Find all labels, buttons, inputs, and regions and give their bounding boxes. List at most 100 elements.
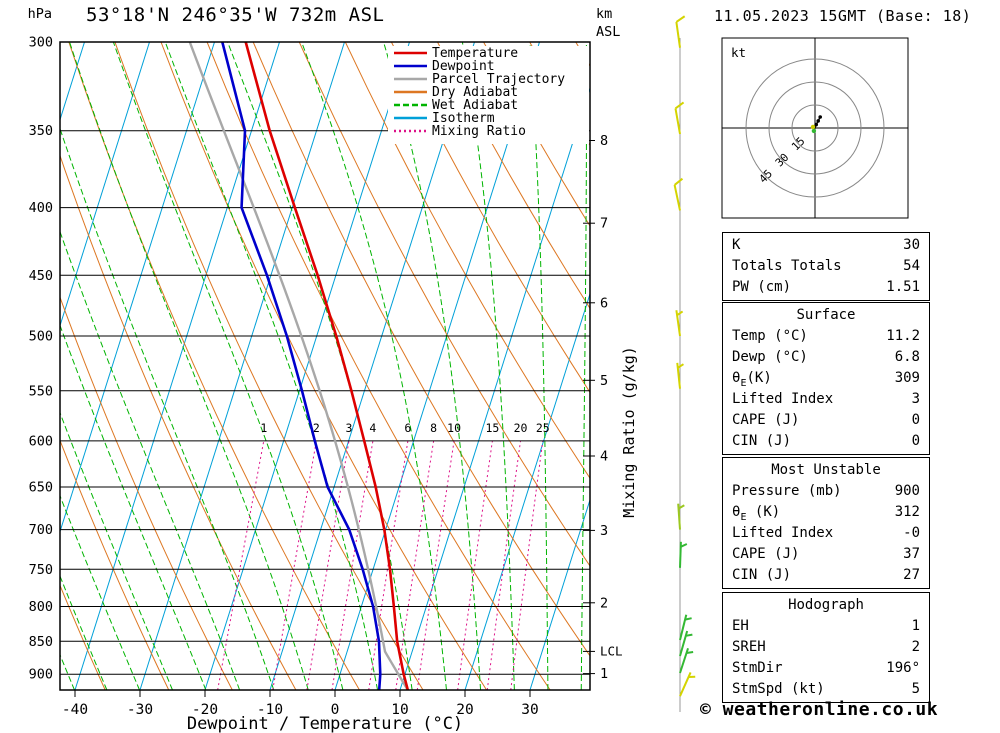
- panel-surface-row-cin-j: CIN (J) 0: [723, 431, 929, 452]
- pressure-tick-label: 700: [29, 522, 53, 538]
- panel-surface-row-temp-c: Temp (°C) 11.2: [723, 326, 929, 347]
- mixing-ratio-line: [217, 440, 265, 690]
- wind-barb: [679, 672, 696, 697]
- isotherm-line: [60, 42, 215, 534]
- wind-barb: [679, 647, 694, 674]
- wind-barb: [675, 15, 686, 48]
- mixing-ratio-line: [368, 440, 409, 690]
- metric-label: CIN (J): [732, 433, 792, 449]
- hodograph-trace-point: [816, 119, 820, 123]
- wind-barb: [674, 101, 685, 135]
- plot-border: [59, 41, 591, 691]
- hodograph-panel: Hodograph EH 1 SREH 2 StmDir 196° StmSpd (kt) 5: [722, 592, 930, 703]
- legend-label-wet-adiabat: Wet Adiabat: [432, 98, 518, 113]
- panel-mu-row-cin-j: CIN (J) 27: [723, 565, 929, 586]
- hodograph-ring: [745, 58, 885, 198]
- altitude-unit-asl-label: ASL: [596, 24, 620, 40]
- metric-value: -0: [903, 525, 920, 541]
- dry-adiabat-line: [114, 42, 424, 690]
- dry-adiabat-line: [437, 42, 590, 310]
- hodograph-wind-dot: [810, 124, 816, 130]
- km-tick-label: 5: [600, 373, 608, 389]
- wet-adiabat-line: [60, 574, 108, 690]
- km-tick-label: 8: [600, 133, 608, 149]
- temperature-curve: [244, 42, 410, 690]
- mixing-ratio-line: [416, 440, 455, 690]
- metric-label: CAPE (J): [732, 412, 800, 428]
- legend-label-dry-adiabat: Dry Adiabat: [432, 85, 518, 100]
- legend-label-parcel-trajectory: Parcel Trajectory: [432, 72, 565, 87]
- isotherm-line: [334, 42, 540, 690]
- pressure-tick-label: 550: [29, 383, 53, 399]
- km-tick-label: 6: [600, 295, 608, 311]
- hodograph-ring: [768, 81, 862, 175]
- wind-barb: [679, 614, 692, 641]
- dry-adiabat-line: [390, 42, 590, 394]
- hodograph-ring-label: 45: [757, 167, 776, 186]
- legend-label-mixing-ratio: Mixing Ratio: [432, 124, 526, 139]
- indices-panel: K 30 Totals Totals 54 PW (cm) 1.51: [722, 232, 930, 301]
- metric-value: 0: [911, 412, 920, 428]
- hodograph-ring: [791, 104, 839, 152]
- panel-mu-title: Most Unstable: [771, 462, 881, 478]
- mixing-ratio-value-label: 6: [404, 421, 411, 435]
- metric-label: StmDir: [732, 660, 783, 676]
- panel-surface-title: Surface: [796, 307, 856, 323]
- panel-hodo-row-stmdir: StmDir 196°: [723, 658, 929, 679]
- legend-label-temperature: Temperature: [432, 46, 518, 61]
- temperature-tick-label: 10: [391, 702, 408, 718]
- metric-value: 37: [903, 546, 920, 562]
- wet-adiabat-line: [227, 42, 413, 690]
- station-title: 53°18'N 246°35'W 732m ASL: [86, 4, 385, 26]
- hodograph-unit-label: kt: [731, 45, 746, 60]
- dry-adiabat-line: [206, 42, 551, 690]
- mixing-ratio-line: [486, 440, 522, 690]
- wet-adiabat-line: [383, 42, 482, 690]
- panel-mu-row-lifted-index: Lifted Index -0: [723, 523, 929, 544]
- pressure-tick-label: 750: [29, 562, 53, 578]
- panel-surface-row-lifted-index: Lifted Index 3: [723, 389, 929, 410]
- mixing-ratio-value-label: 25: [536, 421, 550, 435]
- wind-barb: [673, 177, 684, 211]
- panel-hodo-title: Hodograph: [788, 597, 864, 613]
- pressure-tick-label: 900: [29, 667, 53, 683]
- wet-adiabat-line: [60, 230, 241, 690]
- isotherm-line: [60, 42, 150, 328]
- metric-value: 1.51: [886, 279, 920, 295]
- mixing-ratio-value-label: 2: [313, 421, 320, 435]
- wet-adiabat-line: [112, 42, 344, 690]
- panel-surface-row-e-k: θE(K) 309: [723, 368, 929, 389]
- isotherm-line: [464, 292, 590, 690]
- metric-value: 54: [903, 258, 920, 274]
- km-tick-label: 4: [600, 449, 608, 465]
- metric-label: CAPE (J): [732, 546, 800, 562]
- panel-mu-row-pressure-mb: Pressure (mb) 900: [723, 481, 929, 502]
- mixing-ratio-value-label: 4: [369, 421, 376, 435]
- metric-label: CIN (J): [732, 567, 792, 583]
- panel-indices-row-k: K 30: [723, 235, 929, 256]
- temperature-tick-label: -40: [62, 702, 88, 718]
- wind-barb: [679, 630, 693, 657]
- hodograph-trace-point: [818, 115, 822, 119]
- metric-value: 309: [894, 370, 920, 386]
- metric-label: Totals Totals: [732, 258, 842, 274]
- metric-label: K: [732, 237, 741, 253]
- hodograph-trace-point: [814, 122, 818, 127]
- dry-adiabat-line: [344, 42, 590, 480]
- isotherm-line: [139, 42, 345, 690]
- mixing-ratio-value-label: 3: [346, 421, 353, 435]
- metric-label: Dewp (°C): [732, 349, 808, 365]
- metric-value: 3: [911, 391, 920, 407]
- isotherm-line: [204, 42, 410, 690]
- metric-value: 196°: [886, 660, 920, 676]
- dry-adiabat-line: [60, 154, 297, 690]
- mixing-ratio-value-label: 8: [430, 421, 437, 435]
- wet-adiabat-line: [60, 324, 207, 690]
- km-tick-label: 1: [600, 666, 608, 682]
- parcel-trajectory-curve: [188, 42, 409, 690]
- wet-adiabat-line: [301, 42, 447, 690]
- mixing-ratio-value-label: 10: [447, 421, 461, 435]
- altitude-unit-km-label: km: [596, 6, 612, 22]
